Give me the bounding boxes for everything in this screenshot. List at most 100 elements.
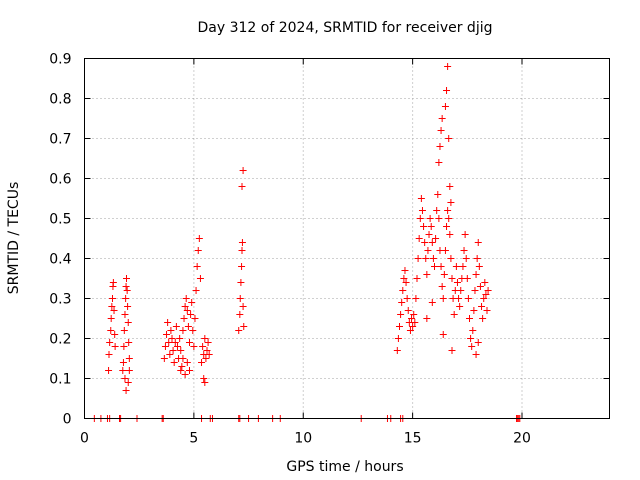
data-point [406,327,414,334]
data-point [424,247,432,254]
axis-ticks [84,58,610,419]
data-point [416,215,424,222]
data-point [195,235,203,242]
data-point [411,319,419,326]
data-point [448,275,456,282]
data-point [397,311,405,318]
data-point [177,347,185,354]
data-point [176,335,184,342]
data-point [119,367,127,374]
data-point [183,307,191,314]
data-point [105,367,113,374]
data-point [238,239,246,246]
data-point [422,255,430,262]
data-point [484,287,492,294]
data-point [436,143,444,150]
data-point [480,295,488,302]
data-point [398,299,406,306]
data-point [125,355,133,362]
data-point [444,63,452,70]
data-point [413,275,421,282]
data-point [236,311,244,318]
data-point [120,327,128,334]
data-point [125,367,133,374]
data-point [444,207,452,214]
data-point [438,115,446,122]
data-point [166,351,174,358]
data-point [441,103,449,110]
data-point [163,331,171,338]
data-point [177,367,185,374]
data-point [438,283,446,290]
data-point [447,199,455,206]
data-point [238,247,246,254]
data-point [183,359,191,366]
data-point [200,375,208,382]
data-point [120,343,128,350]
data-point [474,339,482,346]
data-point [425,231,433,238]
data-point [193,263,201,270]
data-point [453,279,461,286]
data-point [187,311,195,318]
data-point [167,327,175,334]
data-point [192,287,200,294]
data-point [468,343,476,350]
data-point [412,295,420,302]
data-point [396,323,403,330]
data-point [179,355,187,362]
data-point [165,339,173,346]
data-point [181,371,189,378]
data-point [191,315,199,322]
data-points [90,63,524,422]
data-point [469,327,477,334]
data-point [178,363,186,370]
data-point [238,263,246,270]
data-point [402,279,410,286]
data-point [170,359,178,366]
data-point [394,335,402,342]
data-point [106,339,114,346]
data-point [457,287,465,294]
data-point [199,343,207,350]
data-point [459,263,467,270]
data-point [169,347,177,354]
data-point [423,271,431,278]
data-point [450,311,458,318]
data-point [482,291,490,298]
data-point [189,327,197,334]
data-point [121,311,129,318]
data-point [455,295,463,302]
data-point [400,275,408,282]
data-point [238,183,246,190]
data-point [462,255,470,262]
data-point [124,303,132,310]
data-point [393,347,401,354]
y-tick-label: 0.4 [49,252,71,268]
data-point [239,303,247,310]
data-point [108,303,116,310]
data-point [410,311,418,318]
y-tick-labels: 0 0.1 0.2 0.3 0.4 0.5 0.6 0.7 0.8 0.9 [49,52,71,428]
data-point [460,247,468,254]
data-point [111,343,119,350]
data-point [433,207,441,214]
x-tick-labels: 0 5 10 15 20 [80,431,531,447]
data-point [440,271,448,278]
data-point [168,335,176,342]
data-point [123,275,130,282]
data-point [420,223,428,230]
data-point [452,263,460,270]
data-point [202,355,210,362]
data-point [201,379,209,386]
data-point [173,343,181,350]
data-point [107,327,115,334]
data-point [119,359,127,366]
data-point [481,279,489,286]
x-tick-label: 15 [404,431,422,447]
data-point [437,263,445,270]
data-point [194,247,202,254]
y-tick-label: 0.2 [49,332,71,348]
x-tick-label: 0 [80,431,89,447]
data-point [235,327,243,334]
